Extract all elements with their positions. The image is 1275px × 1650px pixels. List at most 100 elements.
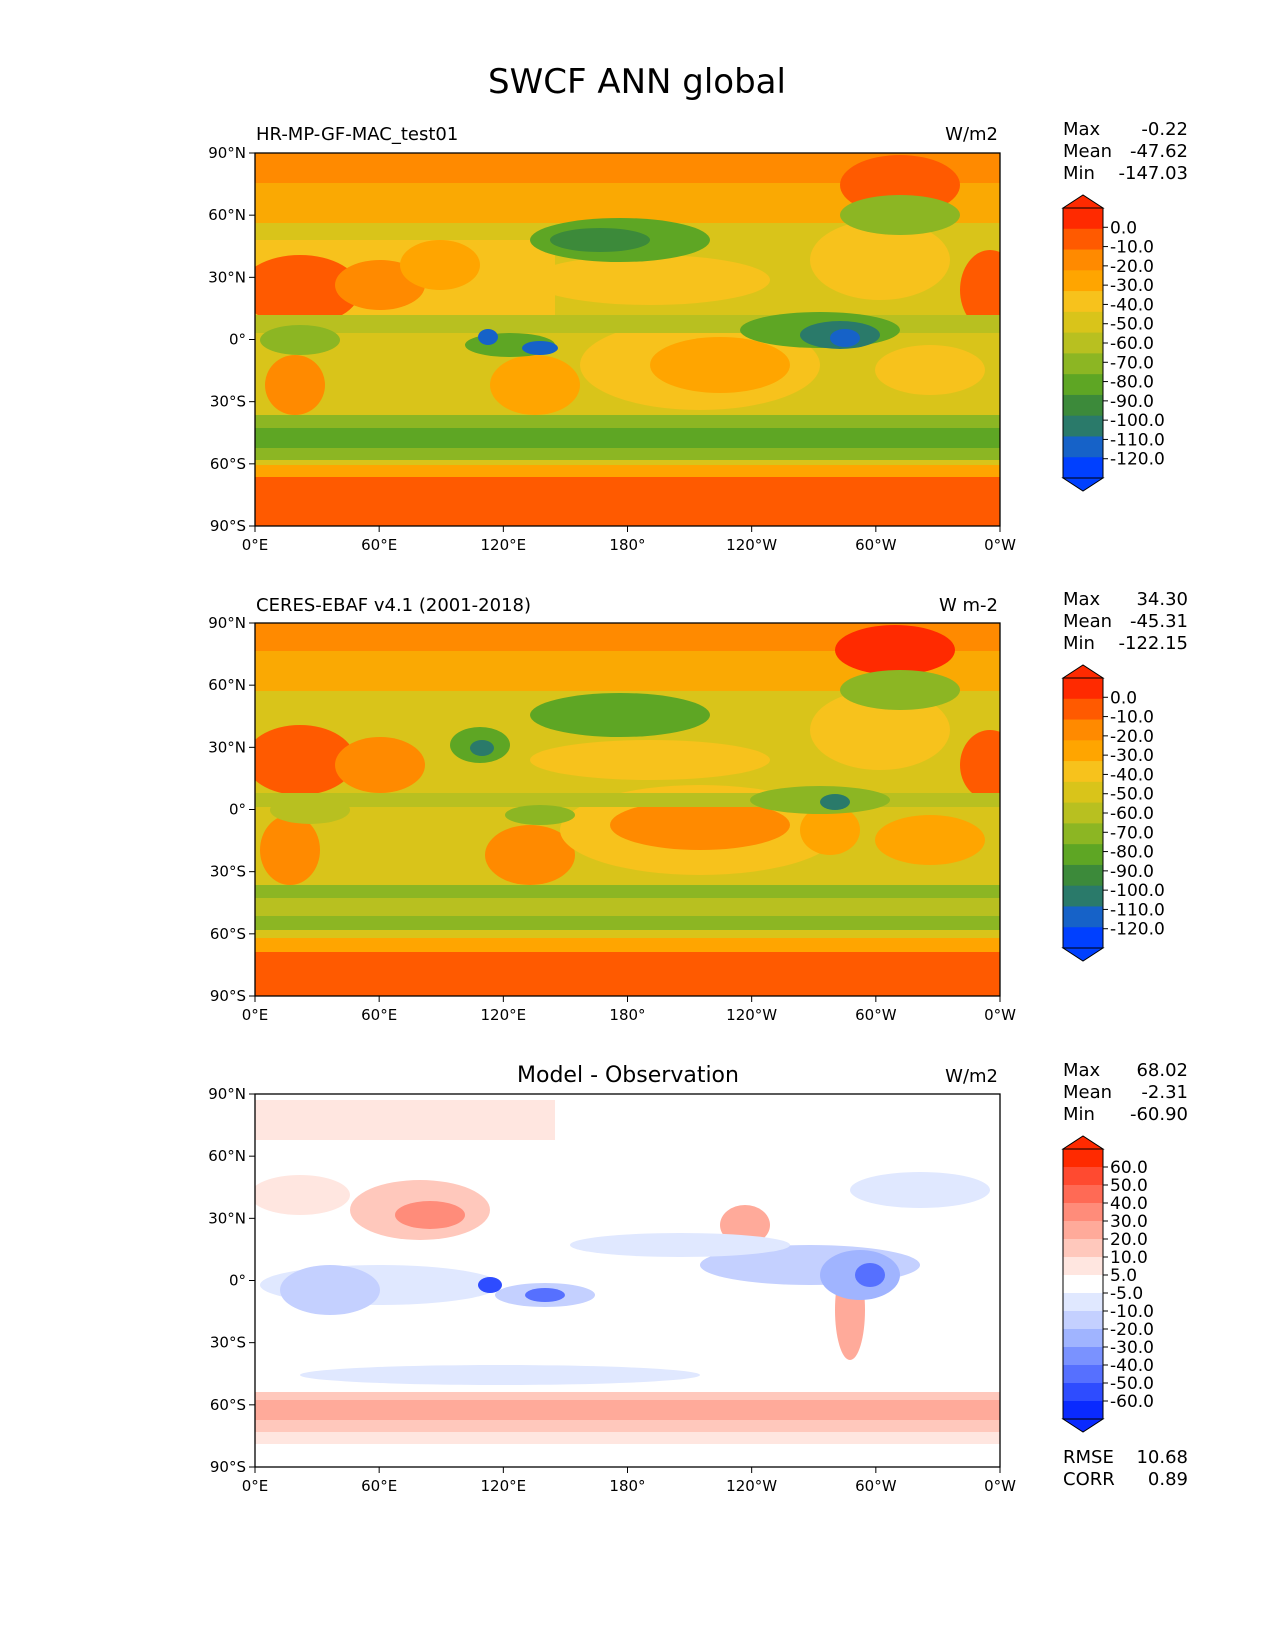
colorbar-tick-label: -70.0 bbox=[1110, 353, 1154, 373]
lat-tick-label: 60°S bbox=[210, 925, 246, 943]
colorbar-segment bbox=[1063, 927, 1103, 949]
colorbar-segment bbox=[1063, 740, 1103, 762]
stat-value: -122.15 bbox=[1119, 633, 1188, 654]
colorbar-segment bbox=[1063, 823, 1103, 845]
colorbar-tick-label: -40.0 bbox=[1110, 295, 1154, 315]
colorbar-segment bbox=[1063, 1383, 1103, 1402]
colorbar-segment bbox=[1063, 1257, 1103, 1276]
stat-label: Min bbox=[1063, 1104, 1095, 1125]
lon-tick-label: 60°W bbox=[855, 536, 897, 554]
colorbar-tick-label: -110.0 bbox=[1110, 900, 1165, 920]
stat-label: Min bbox=[1063, 163, 1095, 184]
stat-label: Max bbox=[1063, 1060, 1101, 1081]
colorbar-segment bbox=[1063, 415, 1103, 437]
colorbar-tick-label: -120.0 bbox=[1110, 920, 1165, 940]
colorbar-segment bbox=[1063, 698, 1103, 721]
colorbar-segment bbox=[1063, 1293, 1103, 1312]
colorbar-tick-label: -80.0 bbox=[1110, 373, 1154, 393]
lat-tick-label: 60°N bbox=[208, 206, 246, 224]
stat-value: 68.02 bbox=[1136, 1060, 1188, 1081]
colorbar-tick-label: 20.0 bbox=[1110, 1230, 1148, 1250]
colorbar-segment bbox=[1063, 1221, 1103, 1240]
lat-tick-label: 0° bbox=[229, 1272, 246, 1290]
colorbar: 60.050.040.030.020.010.05.0-5.0-10.0-20.… bbox=[1061, 1135, 1154, 1433]
colorbar-segment bbox=[1063, 374, 1103, 396]
colorbar-segment bbox=[1063, 1185, 1103, 1204]
colorbar-segment bbox=[1063, 249, 1103, 271]
lat-tick-label: 60°N bbox=[208, 676, 246, 694]
colorbar-segment bbox=[1063, 1239, 1103, 1258]
lon-tick-label: 120°E bbox=[481, 536, 527, 554]
colorbar-tick-label: -50.0 bbox=[1110, 785, 1154, 805]
stat-label: Max bbox=[1063, 589, 1101, 610]
lat-tick-label: 90°S bbox=[210, 517, 246, 535]
colorbar-segment bbox=[1063, 1311, 1103, 1330]
colorbar-tick-label: -20.0 bbox=[1110, 727, 1154, 747]
lat-tick-label: 0° bbox=[229, 801, 246, 819]
colorbar-tick-label: -90.0 bbox=[1110, 392, 1154, 412]
panel-stats: Max -0.22 Mean -47.62 Min -147.03 bbox=[1063, 119, 1188, 184]
colorbar-segment bbox=[1063, 1167, 1103, 1186]
map-field bbox=[255, 153, 1000, 526]
lat-tick-label: 60°S bbox=[210, 1396, 246, 1414]
map-axes: 90°N60°N30°N0°30°S60°S90°S0°E 60°E 120°E 18… bbox=[208, 144, 1016, 1495]
stat-label: RMSE bbox=[1063, 1447, 1114, 1468]
lat-tick-label: 90°N bbox=[208, 1085, 246, 1103]
colorbar-min-extend bbox=[1061, 1418, 1105, 1433]
stat-value: -60.90 bbox=[1130, 1104, 1188, 1125]
lat-tick-label: 30°S bbox=[210, 1334, 246, 1352]
stat-label: Max bbox=[1063, 119, 1101, 140]
lat-tick-label: 60°N bbox=[208, 1147, 246, 1165]
lat-tick-label: 30°S bbox=[210, 863, 246, 881]
colorbar-tick-label: -50.0 bbox=[1110, 315, 1154, 335]
lat-tick-label: 90°N bbox=[208, 614, 246, 632]
panel-stats: Max 34.30 Mean -45.31 Min -122.15 bbox=[1063, 589, 1188, 654]
colorbar-segment bbox=[1063, 270, 1103, 292]
colorbar-segment bbox=[1063, 208, 1103, 230]
panel-center-label: Model - Observation bbox=[517, 1063, 739, 1088]
colorbar-segment bbox=[1063, 1275, 1103, 1294]
colorbar-tick-label: 10.0 bbox=[1110, 1248, 1148, 1268]
colorbar-segment bbox=[1063, 332, 1103, 354]
colorbar-tick-label: -100.0 bbox=[1110, 881, 1165, 901]
colorbar-tick-label: -5.0 bbox=[1110, 1284, 1143, 1304]
colorbar: 0.0-10.0-20.0-30.0-40.0-50.0-60.0-70.0-8… bbox=[1061, 194, 1165, 492]
panel-units: W/m2 bbox=[945, 1066, 998, 1087]
panel-obs: CERES-EBAF v4.1 (2001-2018) W m-2 bbox=[254, 589, 1188, 997]
lon-tick-label: 180° bbox=[609, 536, 645, 554]
figure-title: SWCF ANN global bbox=[488, 62, 786, 102]
colorbar-segment bbox=[1063, 1329, 1103, 1348]
colorbar-tick-label: -40.0 bbox=[1110, 765, 1154, 785]
colorbar-tick-label: -80.0 bbox=[1110, 843, 1154, 863]
colorbar-segment bbox=[1063, 1149, 1103, 1168]
colorbar-tick-label: -100.0 bbox=[1110, 411, 1165, 431]
lon-tick-label: 60°W bbox=[855, 1006, 897, 1024]
colorbar-segment bbox=[1063, 1347, 1103, 1366]
lon-tick-label: 0°E bbox=[242, 1006, 269, 1024]
colorbar-tick-label: -20.0 bbox=[1110, 257, 1154, 277]
colorbar-segment bbox=[1063, 761, 1103, 783]
lat-tick-label: 90°S bbox=[210, 987, 246, 1005]
stat-value: -47.62 bbox=[1130, 141, 1188, 162]
stat-value: 10.68 bbox=[1136, 1447, 1188, 1468]
lon-tick-label: 120°W bbox=[726, 1477, 777, 1495]
colorbar-segment bbox=[1063, 864, 1103, 887]
colorbar-tick-label: 30.0 bbox=[1110, 1212, 1148, 1232]
panel-stats: Max 68.02 Mean -2.31 Min -60.90 bbox=[1063, 1060, 1188, 1125]
colorbar-tick-label: 0.0 bbox=[1110, 218, 1137, 238]
colorbar-tick-label: -60.0 bbox=[1110, 804, 1154, 824]
lat-tick-label: 90°S bbox=[210, 1458, 246, 1476]
colorbar-tick-label: -110.0 bbox=[1110, 430, 1165, 450]
colorbar-segment bbox=[1063, 906, 1103, 928]
panel-left-label: HR-MP-GF-MAC_test01 bbox=[256, 124, 458, 145]
stat-value: 34.30 bbox=[1136, 589, 1188, 610]
colorbar-segment bbox=[1063, 844, 1103, 866]
lon-tick-label: 0°W bbox=[984, 1006, 1016, 1024]
colorbar-segment bbox=[1063, 719, 1103, 741]
lon-tick-label: 0°W bbox=[984, 1477, 1016, 1495]
colorbar-segment bbox=[1063, 802, 1103, 824]
colorbar-segment bbox=[1063, 394, 1103, 417]
colorbar-tick-label: -60.0 bbox=[1110, 334, 1154, 354]
panel-extra-stats: RMSE 10.68 CORR 0.89 bbox=[1063, 1447, 1188, 1490]
lat-tick-label: 0° bbox=[229, 331, 246, 349]
